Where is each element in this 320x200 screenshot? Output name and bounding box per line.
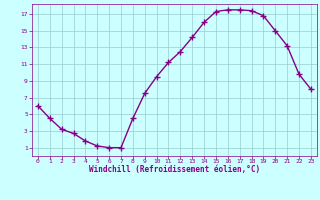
X-axis label: Windchill (Refroidissement éolien,°C): Windchill (Refroidissement éolien,°C) xyxy=(89,165,260,174)
